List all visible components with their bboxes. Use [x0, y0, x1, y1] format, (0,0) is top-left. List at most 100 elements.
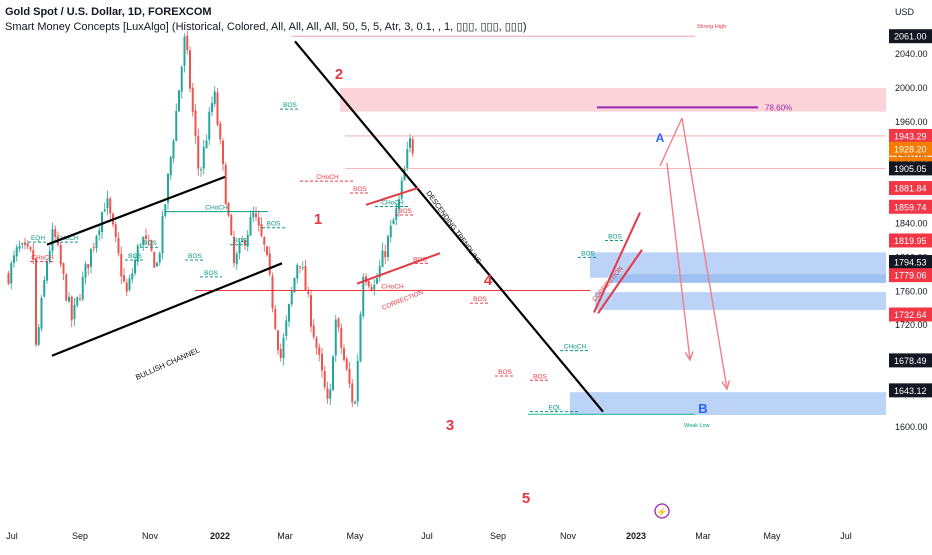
correction-1-upper [365, 186, 419, 206]
candle [37, 323, 40, 347]
candle [194, 104, 197, 144]
candle [79, 293, 81, 302]
y-tick-label: 1960.00 [895, 117, 928, 127]
chart-legend: Gold Spot / U.S. Dollar, 1D, FOREXCOM Sm… [5, 5, 527, 35]
candle [156, 261, 158, 268]
candle [54, 225, 57, 243]
svg-text:BOS: BOS [188, 253, 202, 260]
candle [35, 257, 37, 347]
y-tick-label: 1720.00 [895, 320, 928, 330]
candle [376, 272, 378, 285]
candle [59, 242, 62, 268]
svg-text:CHoCH: CHoCH [31, 255, 54, 262]
y-tick-label: 2000.00 [895, 83, 928, 93]
candle [224, 162, 227, 205]
candle [345, 356, 348, 372]
weak-low-label: Weak Low [684, 423, 710, 429]
candle [381, 242, 384, 268]
candle [301, 261, 304, 271]
candle [238, 238, 241, 260]
y-tick-label: 2040.00 [895, 49, 928, 59]
bos-label: BOS [578, 250, 598, 258]
candle [307, 286, 310, 298]
x-tick-label: Nov [560, 531, 577, 541]
candle [279, 343, 282, 362]
candle [233, 230, 235, 268]
candle [161, 210, 164, 260]
bos-label: BOS [530, 373, 550, 381]
wave-b-label: B [698, 401, 707, 416]
svg-text:1643.12: 1643.12 [894, 386, 927, 396]
candle [125, 278, 128, 296]
bos-label: BOS [470, 296, 490, 304]
svg-text:BOS: BOS [283, 102, 297, 109]
candle [274, 305, 277, 331]
x-tick-label: Nov [142, 531, 159, 541]
candle [400, 176, 403, 201]
strong-high-label: Strong High [697, 24, 726, 30]
price-label-box: 1678.49 [889, 353, 932, 368]
svg-text:1943.29: 1943.29 [894, 131, 927, 141]
fib-label: 78.60% [765, 103, 792, 112]
candle [186, 30, 189, 55]
svg-text:BOS: BOS [533, 373, 547, 380]
candle [24, 237, 26, 250]
correction-1-lower [356, 252, 441, 285]
svg-text:BOS: BOS [498, 369, 512, 376]
candle [142, 236, 145, 252]
descending-trendline [294, 40, 604, 413]
svg-text:2061.00: 2061.00 [894, 32, 927, 42]
candle [392, 217, 395, 225]
price-label-box: 1779.06 [889, 268, 932, 283]
candle [43, 275, 46, 298]
candle [153, 251, 156, 268]
candle [277, 329, 279, 355]
candle [337, 317, 340, 332]
y-tick-label: 1760.00 [895, 286, 928, 296]
price-label-box: 1881.84 [889, 181, 932, 196]
candle [356, 354, 359, 407]
bos-label: BOS [125, 253, 145, 261]
svg-text:1678.49: 1678.49 [894, 356, 927, 366]
candle [48, 246, 51, 264]
svg-text:CHoCH: CHoCH [381, 200, 404, 207]
candle [260, 217, 263, 238]
y-tick-label: 1600.00 [895, 422, 928, 432]
correction-2-upper [593, 212, 641, 313]
x-tick-label: 2023 [626, 531, 646, 541]
choch-label: CHoCH [195, 283, 590, 291]
candle [216, 88, 219, 127]
candle [98, 224, 101, 241]
candle [208, 106, 211, 146]
candle [90, 248, 92, 274]
choch-label: CHoCH [300, 174, 355, 182]
candle [147, 234, 150, 246]
candle [131, 268, 134, 284]
candle [200, 166, 202, 177]
event-lightning-icon[interactable]: ⚡ [654, 503, 670, 519]
candle [296, 263, 299, 284]
wave-2-label: 2 [335, 66, 343, 83]
candle [40, 295, 43, 332]
candle [312, 319, 315, 340]
bos-label: BOS [395, 208, 415, 216]
svg-text:CHoCH: CHoCH [564, 344, 587, 351]
candle [180, 65, 183, 99]
supply-zone [340, 87, 886, 112]
eql-label: EQL [530, 405, 580, 413]
demand-zone-mid [610, 274, 886, 283]
eqh-label: EQH [28, 235, 48, 243]
svg-text:CHoCH: CHoCH [205, 205, 228, 212]
candle [164, 203, 167, 218]
candle [103, 202, 106, 212]
candle [13, 250, 15, 268]
candle [318, 343, 321, 362]
choch-label: CHoCH [375, 200, 410, 208]
candle [334, 314, 337, 362]
candle [213, 86, 216, 108]
candle [219, 120, 222, 145]
bos-label: BOS [140, 240, 160, 248]
price-label-box: 1928.20 [889, 141, 932, 156]
